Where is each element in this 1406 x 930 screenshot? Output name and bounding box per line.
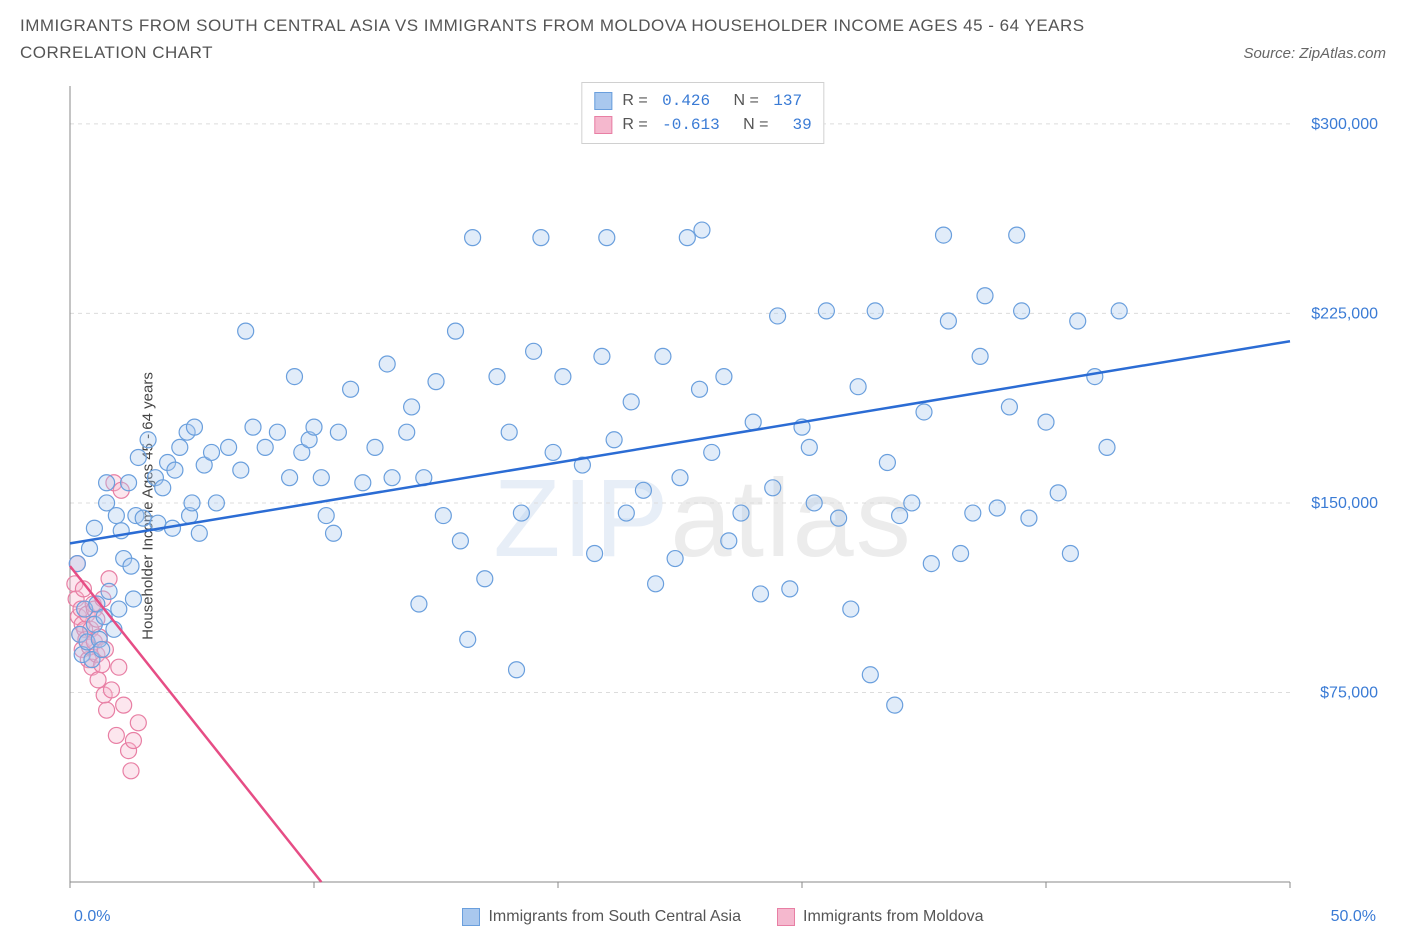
stat-n-moldova: 39 [783, 113, 812, 137]
scatter-plot: $75,000 $150,000 $225,000 $300,000 [60, 82, 1386, 894]
legend-item-moldova: Immigrants from Moldova [777, 908, 984, 926]
stats-row-asia: R = 0.426 N = 137 [594, 89, 811, 113]
svg-text:$150,000: $150,000 [1311, 495, 1378, 512]
svg-text:$300,000: $300,000 [1311, 116, 1378, 133]
chart-subtitle: Correlation Chart [20, 43, 213, 63]
stat-n-asia: 137 [773, 89, 802, 113]
chart-source: Source: ZipAtlas.com [1243, 45, 1386, 62]
stat-r-label: R = [622, 113, 652, 137]
chart-title: Immigrants from South Central Asia vs Im… [20, 12, 1386, 39]
swatch-moldova [777, 908, 795, 926]
legend-label-asia: Immigrants from South Central Asia [488, 908, 741, 926]
svg-text:$75,000: $75,000 [1320, 684, 1378, 701]
legend-item-asia: Immigrants from South Central Asia [462, 908, 741, 926]
x-max-label: 50.0% [1331, 908, 1376, 926]
stat-n-label: N = [730, 113, 773, 137]
stat-r-moldova: -0.613 [662, 113, 720, 137]
swatch-asia [594, 92, 612, 110]
stat-r-label: R = [622, 89, 652, 113]
stat-n-label: N = [720, 89, 763, 113]
chart-area: Householder Income Ages 45 - 64 years R … [20, 82, 1386, 930]
legend-label-moldova: Immigrants from Moldova [803, 908, 984, 926]
stats-legend: R = 0.426 N = 137 R = -0.613 N = 39 [581, 82, 824, 144]
swatch-asia [462, 908, 480, 926]
stat-r-asia: 0.426 [662, 89, 710, 113]
swatch-moldova [594, 116, 612, 134]
subtitle-row: Correlation Chart Source: ZipAtlas.com [20, 43, 1386, 63]
chart-header: Immigrants from South Central Asia vs Im… [0, 0, 1406, 69]
stats-row-moldova: R = -0.613 N = 39 [594, 113, 811, 137]
bottom-legend: 0.0% Immigrants from South Central Asia … [60, 908, 1386, 926]
x-min-label: 0.0% [74, 908, 110, 926]
svg-text:$225,000: $225,000 [1311, 305, 1378, 322]
